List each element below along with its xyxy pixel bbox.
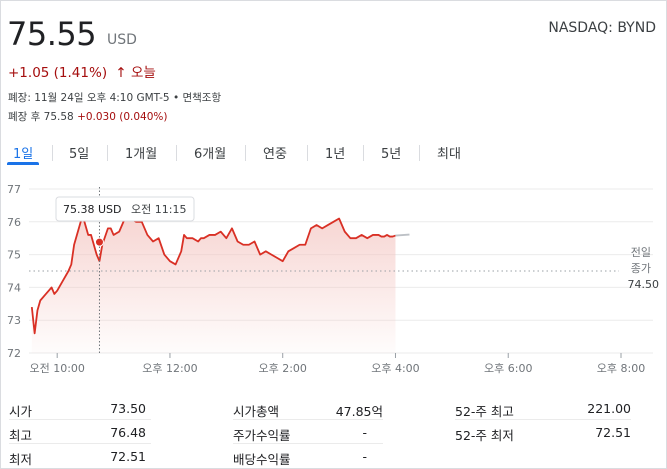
- tab-1-month[interactable]: 1개월: [125, 147, 158, 162]
- tab-1-year[interactable]: 1년: [325, 147, 346, 162]
- tooltip-time: 오전 11:15: [131, 203, 186, 216]
- y-tick-label: 74: [7, 281, 21, 294]
- tab-divider: [107, 145, 108, 161]
- stat-dividend-value: -: [362, 449, 367, 464]
- stat-high-label: 최고: [9, 428, 33, 443]
- after-hours-info: 폐장 후 75.58 +0.030 (0.040%): [8, 109, 168, 124]
- tab-divider: [52, 145, 53, 161]
- tab-divider: [419, 145, 420, 161]
- tooltip-price: 75.38 USD: [63, 203, 122, 216]
- stat-52w-low-label: 52-주 최저: [455, 428, 514, 443]
- x-tick-label: 오후 4:00: [371, 362, 419, 375]
- prev-close-label: 전일: [631, 245, 651, 259]
- stat-market-cap-label: 시가총액: [233, 404, 280, 419]
- stat-market-cap-value: 47.85억: [335, 404, 383, 419]
- tab-divider: [245, 145, 246, 161]
- stat-open-label: 시가: [9, 404, 33, 419]
- x-tick-label: 오후 8:00: [597, 362, 645, 375]
- tab-max[interactable]: 최대: [437, 147, 461, 162]
- tab-6-months[interactable]: 6개월: [194, 147, 227, 162]
- stat-divider: [9, 443, 151, 444]
- stat-divider: [455, 419, 631, 420]
- current-price: 75.55: [7, 15, 97, 53]
- close-info: 폐장: 11월 24일 오후 4:10 GMT-5 • 면책조항: [8, 92, 222, 104]
- stat-divider: [9, 419, 151, 420]
- y-tick-label: 73: [7, 314, 21, 327]
- y-tick-label: 75: [7, 249, 21, 262]
- key-stats: 시가 73.50 최고 76.48 최저 72.51 시가총액 47.85억 주…: [1, 395, 667, 469]
- stat-52w-high-label: 52-주 최고: [455, 404, 514, 419]
- tab-ytd[interactable]: 연중: [263, 147, 287, 162]
- stat-pe-label: 주가수익률: [233, 428, 291, 443]
- exchange-ticker: NASDAQ: BYND: [548, 20, 656, 36]
- x-tick-label: 오전 10:00: [29, 362, 84, 375]
- price-change: +1.05 (1.41%) ↑ 오늘: [8, 61, 156, 81]
- price-area: [31, 215, 396, 353]
- tab-divider: [176, 145, 177, 161]
- y-tick-label: 77: [7, 183, 21, 196]
- tab-1-day[interactable]: 1일: [13, 147, 34, 162]
- after-hours-line: [395, 233, 410, 237]
- stat-dividend-label: 배당수익률: [233, 452, 291, 467]
- y-tick-label: 76: [7, 216, 21, 229]
- price-chart[interactable]: 77 76 75 74 73 72 오전 10:00 오후 12:00 오후 2:00 오후 4:…: [1, 179, 667, 379]
- stat-high-value: 76.48: [110, 425, 146, 440]
- stat-divider: [233, 443, 383, 444]
- stat-low-value: 72.51: [110, 449, 146, 464]
- stat-52w-high-value: 221.00: [587, 401, 631, 416]
- y-tick-label: 72: [7, 347, 21, 360]
- active-tab-indicator: [7, 162, 39, 165]
- tab-divider: [363, 145, 364, 161]
- range-tabs: 1일 5일 1개월 6개월 연중 1년 5년 최대: [1, 137, 667, 167]
- change-value: +1.05 (1.41%): [8, 65, 108, 81]
- stat-open-value: 73.50: [110, 401, 146, 416]
- tab-divider: [307, 145, 308, 161]
- stat-divider: [233, 419, 383, 420]
- x-tick-label: 오후 6:00: [484, 362, 532, 375]
- x-tick-label: 오후 12:00: [142, 362, 197, 375]
- crosshair-dot: [94, 237, 104, 247]
- x-tick-label: 오후 2:00: [258, 362, 306, 375]
- change-period: 오늘: [131, 65, 156, 81]
- tooltip-box: [55, 196, 195, 222]
- stat-pe-value: -: [362, 425, 367, 440]
- tab-5-days[interactable]: 5일: [69, 147, 90, 162]
- arrow-up-icon: ↑: [115, 65, 127, 81]
- tab-5-years[interactable]: 5년: [381, 147, 402, 162]
- prev-close-value: 74.50: [628, 278, 660, 291]
- stat-52w-low-value: 72.51: [595, 425, 631, 440]
- prev-close-label: 종가: [631, 262, 651, 275]
- after-hours-change: +0.030 (0.040%): [77, 111, 168, 123]
- stat-low-label: 최저: [9, 452, 33, 467]
- after-hours-price: 폐장 후 75.58: [8, 111, 74, 123]
- price-currency: USD: [107, 32, 137, 48]
